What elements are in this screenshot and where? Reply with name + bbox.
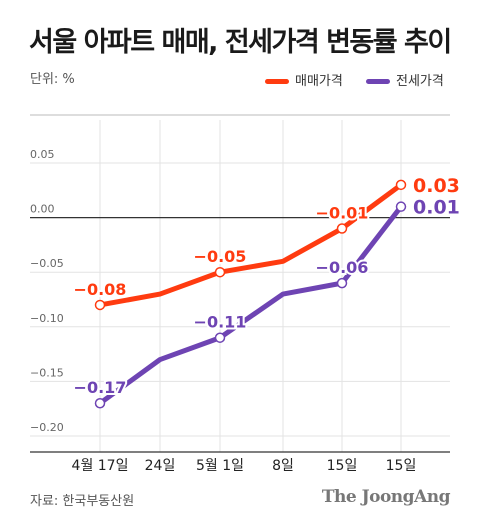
- data-point: [94, 397, 106, 409]
- data-label: −0.11: [194, 313, 247, 332]
- data-point: [395, 179, 407, 191]
- data-label: −0.06: [316, 258, 369, 277]
- data-point: [94, 299, 106, 311]
- data-point: [336, 277, 348, 289]
- unit-label: 단위: %: [30, 72, 75, 87]
- y-tick-label: −0.10: [30, 312, 64, 325]
- x-tick-label: 5월 1일: [196, 458, 244, 474]
- data-label: −0.08: [74, 280, 127, 299]
- brand-logo: The JoongAng: [321, 487, 451, 507]
- legend-jeonse-swatch: [366, 79, 390, 84]
- data-label: −0.17: [74, 378, 127, 397]
- y-tick-label: −0.15: [30, 366, 64, 379]
- y-tick-label: −0.20: [30, 421, 64, 434]
- x-tick-label: 4월 17일: [72, 458, 129, 474]
- y-tick-label: 0.00: [30, 203, 55, 216]
- legend-jeonse-label: 전세가격: [396, 74, 444, 89]
- series-line-0: [97, 182, 404, 308]
- data-point: [214, 266, 226, 278]
- y-tick-label: 0.05: [30, 148, 55, 161]
- x-tick-label: 15일: [386, 458, 417, 474]
- legend-sale-swatch: [265, 79, 289, 84]
- data-label: −0.05: [194, 247, 247, 266]
- data-point: [336, 223, 348, 234]
- x-tick-label: 15일: [327, 458, 358, 474]
- legend-sale: 매매가격: [265, 70, 343, 89]
- y-tick-label: −0.05: [30, 257, 64, 270]
- legend-jeonse: 전세가격: [366, 70, 444, 89]
- source-note: 자료: 한국부동산원: [30, 494, 135, 509]
- data-point: [214, 332, 226, 343]
- series-line-1: [97, 204, 404, 406]
- data-point: [395, 201, 407, 212]
- data-label: 0.03: [413, 175, 460, 197]
- data-label: −0.01: [316, 204, 369, 223]
- x-tick-label: 24일: [145, 458, 176, 474]
- x-tick-label: 8일: [272, 458, 294, 474]
- legend-sale-label: 매매가격: [295, 74, 343, 89]
- chart-title: 서울 아파트 매매, 전세가격 변동률 추이: [29, 27, 452, 58]
- data-label: 0.01: [413, 197, 460, 219]
